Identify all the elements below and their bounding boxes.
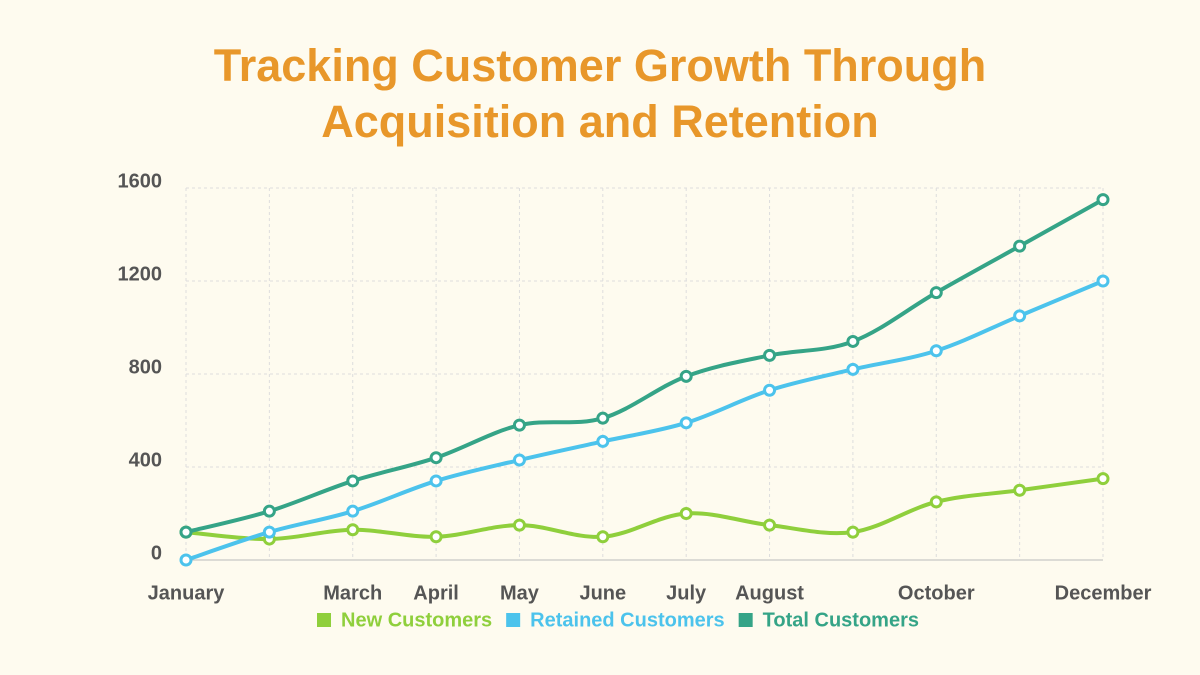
legend-label: Total Customers (763, 609, 919, 631)
point (763, 348, 777, 362)
y-tick-label: 1200 (118, 263, 163, 285)
point (346, 504, 360, 518)
point (1013, 483, 1027, 497)
point (679, 416, 693, 430)
legend-swatch (506, 613, 521, 627)
point (846, 362, 860, 376)
point (679, 507, 693, 520)
legend-label: New Customers (341, 609, 492, 631)
y-tick-label: 0 (151, 542, 162, 564)
point (429, 530, 443, 544)
point (596, 530, 610, 544)
x-tick-label: August (735, 582, 804, 604)
legend-label: Retained Customers (530, 609, 725, 631)
series-line (185, 476, 1104, 542)
point (429, 451, 443, 465)
point (679, 369, 693, 383)
x-tick-label: July (666, 582, 707, 604)
point (1096, 193, 1110, 207)
x-tick-label: June (579, 582, 626, 604)
chart-title: Tracking Customer Growth Through Acquisi… (213, 40, 987, 147)
point (846, 525, 860, 539)
point (179, 525, 193, 539)
y-tick-label: 1600 (118, 170, 163, 192)
x-tick-label: May (500, 582, 540, 604)
point (1013, 239, 1027, 253)
point (929, 344, 943, 358)
x-tick-label: December (1055, 582, 1152, 604)
point (429, 474, 443, 488)
legend-swatch (317, 613, 332, 627)
point (929, 495, 943, 509)
point (846, 334, 860, 348)
point (763, 383, 777, 397)
point (262, 525, 276, 539)
point (512, 418, 526, 432)
point (179, 553, 193, 567)
point (346, 474, 360, 488)
point (596, 411, 610, 425)
point (763, 518, 777, 532)
point (596, 434, 610, 448)
series-line (185, 197, 1104, 535)
point (262, 504, 276, 518)
y-tick-label: 800 (129, 356, 162, 378)
point (929, 286, 943, 300)
x-tick-label: January (148, 582, 226, 604)
x-tick-label: March (323, 582, 382, 604)
point (1096, 274, 1110, 288)
point (346, 523, 360, 537)
point (1013, 309, 1027, 323)
point (512, 453, 526, 467)
y-tick-label: 400 (129, 449, 162, 471)
series-line (185, 279, 1104, 562)
x-tick-label: October (898, 582, 975, 604)
x-tick-label: April (413, 582, 459, 604)
point (512, 518, 526, 532)
legend: New Customers Retained Customers Total Cus… (317, 609, 919, 631)
legend-swatch (738, 613, 753, 627)
point (1096, 472, 1110, 486)
